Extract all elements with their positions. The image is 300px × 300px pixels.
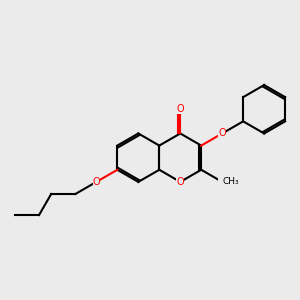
- Text: O: O: [176, 104, 184, 114]
- Text: CH₃: CH₃: [222, 177, 239, 186]
- Text: O: O: [93, 177, 100, 187]
- Text: O: O: [176, 177, 184, 187]
- Text: O: O: [218, 128, 226, 139]
